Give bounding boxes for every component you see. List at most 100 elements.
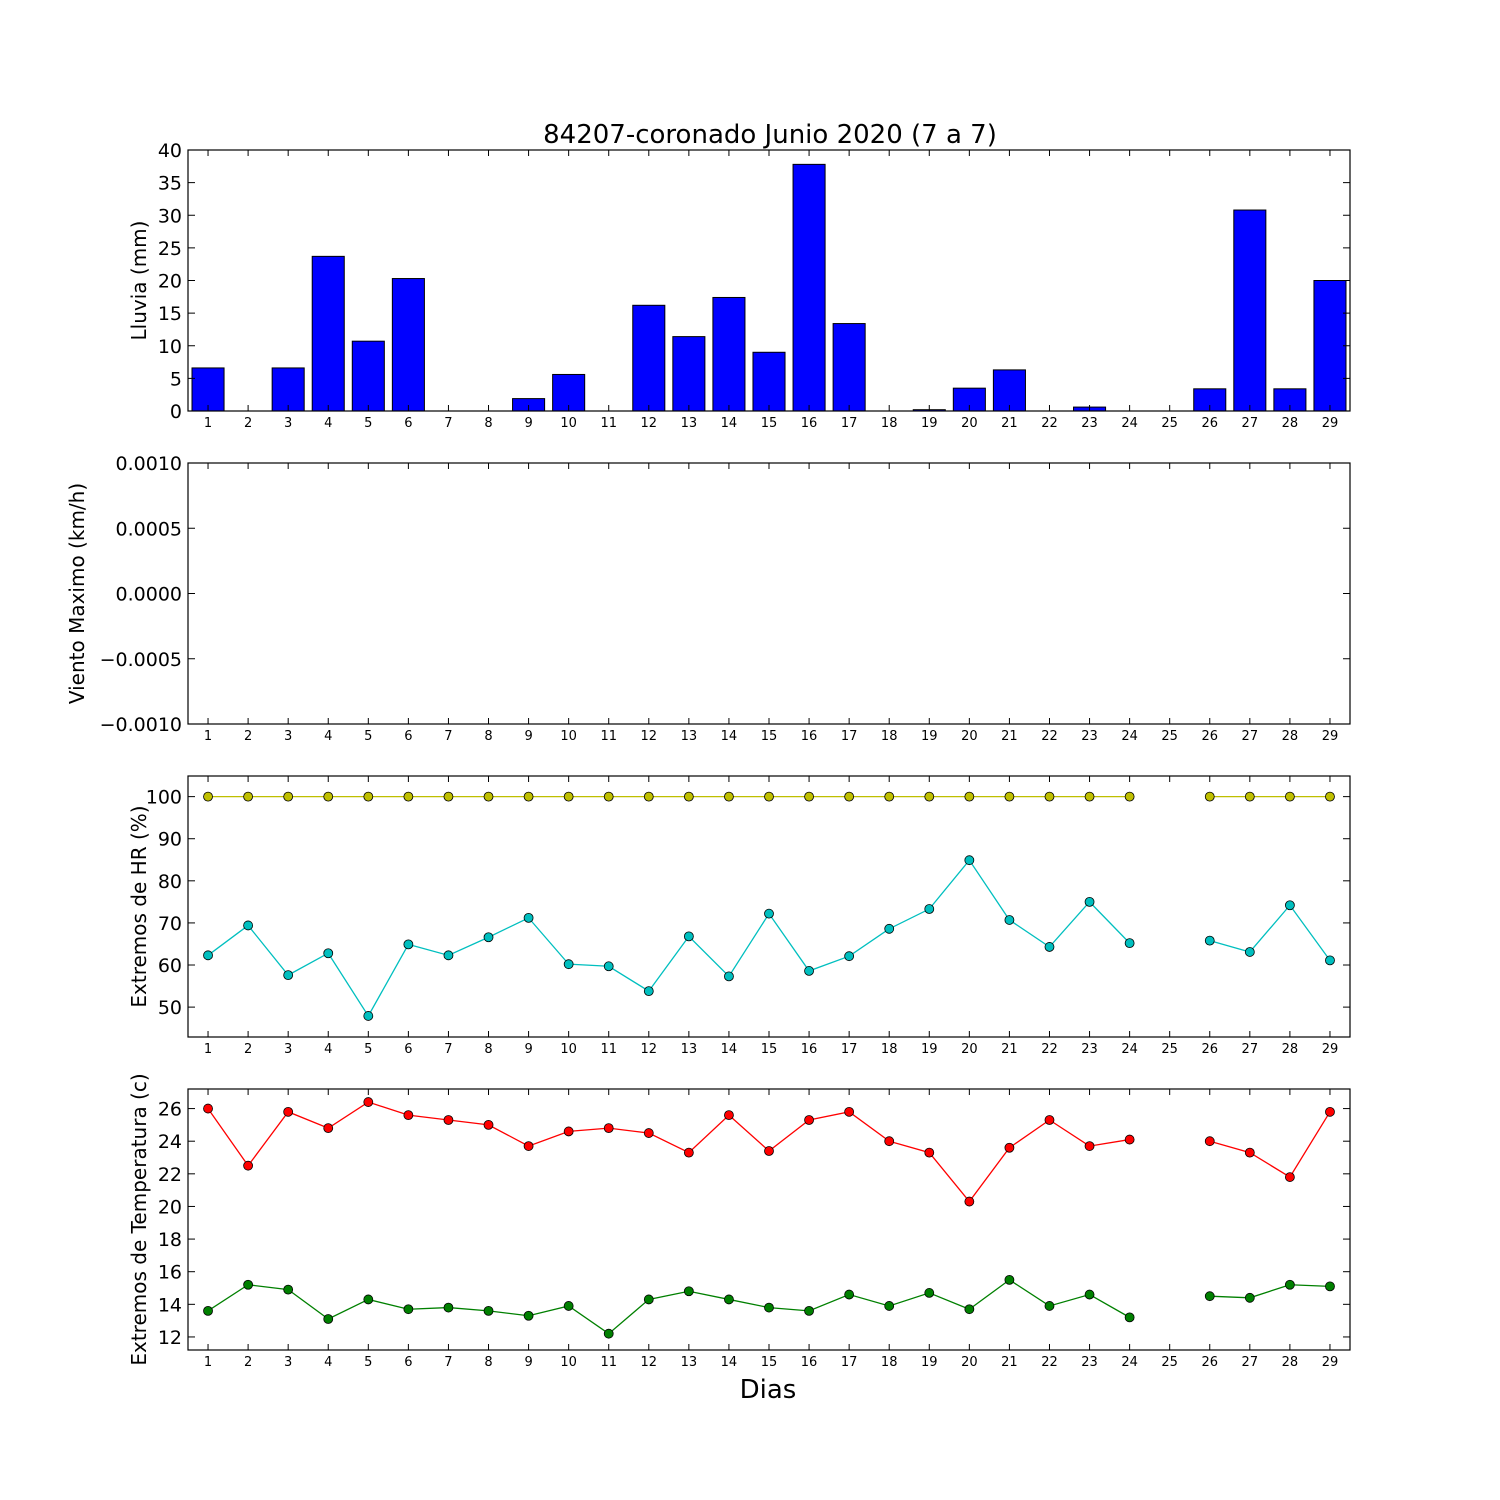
wind-xtick-label: 17 bbox=[841, 729, 858, 744]
temperature-xtick-label: 17 bbox=[841, 1355, 858, 1370]
humidity-xtick-label: 14 bbox=[721, 1042, 738, 1057]
bar-day-16 bbox=[792, 163, 826, 412]
rainfall-xtick-label: 14 bbox=[721, 416, 738, 431]
temperature-series-1-line-1 bbox=[1209, 1284, 1330, 1299]
humidity-series-1-line-0 bbox=[207, 859, 1131, 1018]
temperature-xtick-label: 23 bbox=[1081, 1355, 1098, 1370]
temperature-ytick-label: 12 bbox=[158, 1327, 182, 1349]
temperature-ytick-label: 14 bbox=[158, 1294, 182, 1316]
wind-xtick-label: 24 bbox=[1121, 729, 1138, 744]
humidity-series-1-point-day-22 bbox=[1044, 942, 1055, 952]
wind-xtick-label: 14 bbox=[721, 729, 738, 744]
bar-day-29 bbox=[1313, 280, 1347, 412]
temperature-xtick-label: 9 bbox=[524, 1355, 532, 1370]
bar-day-17 bbox=[832, 323, 866, 412]
temperature-series-1-point-day-3 bbox=[283, 1284, 294, 1295]
chart-title: 84207-coronado Junio 2020 (7 a 7) bbox=[543, 120, 997, 150]
temperature-xtick-label: 21 bbox=[1001, 1355, 1018, 1370]
temperature-series-1-point-day-10 bbox=[563, 1301, 574, 1311]
temperature-ytick-label: 16 bbox=[158, 1262, 182, 1284]
humidity-series-0-point-day-10 bbox=[563, 791, 574, 802]
wind-xtick-label: 1 bbox=[204, 729, 212, 744]
rainfall-xtick-label: 23 bbox=[1081, 416, 1098, 431]
temperature-series-0-line-0 bbox=[207, 1101, 1130, 1203]
bar-day-12 bbox=[632, 304, 666, 412]
bar-day-3 bbox=[271, 367, 305, 412]
humidity-series-0-point-day-14 bbox=[724, 791, 734, 802]
humidity-xtick-label: 4 bbox=[324, 1042, 332, 1057]
bar-day-4 bbox=[311, 255, 345, 412]
temperature-series-1-point-day-9 bbox=[523, 1310, 534, 1321]
temperature-series-0-point-day-13 bbox=[683, 1147, 694, 1158]
rainfall-xtick-label: 10 bbox=[560, 416, 577, 431]
humidity-xtick-label: 26 bbox=[1201, 1042, 1218, 1057]
temperature-series-1-point-day-6 bbox=[403, 1304, 414, 1315]
humidity-xtick-label: 10 bbox=[560, 1042, 577, 1057]
humidity-series-1-point-day-13 bbox=[683, 931, 694, 942]
rainfall-xtick-label: 12 bbox=[641, 416, 658, 431]
humidity-series-0-point-day-16 bbox=[804, 791, 814, 802]
rainfall-xtick-label: 9 bbox=[524, 416, 532, 431]
wind-xtick-label: 19 bbox=[921, 729, 938, 744]
humidity-series-0-point-day-15 bbox=[764, 791, 774, 802]
humidity-y-axis-label: Extremos de HR (%) bbox=[127, 805, 151, 1007]
humidity-ytick-label: 60 bbox=[158, 955, 182, 977]
humidity-series-1-point-day-19 bbox=[924, 904, 935, 914]
humidity-series-0-point-day-21 bbox=[1004, 791, 1015, 802]
humidity-series-1-point-day-5 bbox=[363, 1011, 374, 1021]
temperature-series-0-point-day-24 bbox=[1124, 1134, 1135, 1145]
humidity-xtick-label: 28 bbox=[1282, 1042, 1299, 1057]
humidity-xtick-label: 11 bbox=[600, 1042, 617, 1057]
rainfall-ytick-label: 5 bbox=[170, 368, 182, 390]
temperature-xtick-label: 12 bbox=[641, 1355, 658, 1370]
humidity-xtick-label: 21 bbox=[1001, 1042, 1018, 1057]
humidity-series-0-point-day-26 bbox=[1204, 791, 1215, 802]
temperature-series-0-point-day-17 bbox=[844, 1106, 855, 1117]
rainfall-xtick-label: 25 bbox=[1161, 416, 1178, 431]
humidity-series-0-point-day-19 bbox=[924, 791, 935, 802]
temperature-series-0-point-day-12 bbox=[643, 1128, 654, 1138]
humidity-series-1-point-day-16 bbox=[804, 966, 814, 976]
rainfall-ytick-label: 10 bbox=[158, 336, 182, 358]
rainfall-xtick-label: 6 bbox=[404, 416, 412, 431]
humidity-xtick-label: 6 bbox=[404, 1042, 412, 1057]
temperature-xtick-label: 3 bbox=[284, 1355, 292, 1370]
humidity-series-1-point-day-3 bbox=[283, 970, 294, 981]
temperature-series-0-point-day-18 bbox=[884, 1136, 895, 1147]
temperature-series-1-point-day-15 bbox=[764, 1302, 774, 1313]
humidity-series-0-point-day-12 bbox=[643, 791, 654, 802]
rainfall-ytick-label: 20 bbox=[158, 271, 182, 293]
humidity-series-1-point-day-20 bbox=[964, 855, 975, 866]
temperature-xtick-label: 14 bbox=[721, 1355, 738, 1370]
temperature-series-1-point-day-7 bbox=[443, 1302, 454, 1313]
humidity-series-0-point-day-5 bbox=[363, 791, 374, 802]
humidity-xtick-label: 13 bbox=[681, 1042, 698, 1057]
temperature-series-0-line-1 bbox=[1209, 1111, 1331, 1178]
rainfall-xtick-label: 19 bbox=[921, 416, 938, 431]
temperature-series-1-point-day-26 bbox=[1204, 1291, 1215, 1302]
humidity-xtick-label: 3 bbox=[284, 1042, 292, 1057]
humidity-series-0-point-day-9 bbox=[523, 791, 534, 802]
humidity-series-1-point-day-10 bbox=[563, 959, 574, 970]
humidity-xtick-label: 25 bbox=[1161, 1042, 1178, 1057]
rainfall-xtick-label: 27 bbox=[1242, 416, 1259, 431]
bar-day-13 bbox=[672, 336, 706, 412]
temperature-series-0-point-day-9 bbox=[523, 1141, 534, 1151]
humidity-series-1-point-day-21 bbox=[1004, 915, 1015, 925]
temperature-series-1-point-day-8 bbox=[483, 1305, 494, 1316]
temperature-series-1-point-day-13 bbox=[683, 1286, 694, 1297]
temperature-series-0-point-day-2 bbox=[243, 1160, 254, 1171]
humidity-series-1-line-1 bbox=[1209, 904, 1331, 961]
temperature-series-1-point-day-1 bbox=[203, 1305, 213, 1316]
wind-xtick-label: 23 bbox=[1081, 729, 1098, 744]
rainfall-xtick-label: 1 bbox=[204, 416, 212, 431]
temperature-xtick-label: 19 bbox=[921, 1355, 938, 1370]
humidity-series-1-point-day-7 bbox=[443, 950, 454, 961]
humidity-series-1-point-day-17 bbox=[844, 951, 855, 962]
temperature-xtick-label: 10 bbox=[560, 1355, 577, 1370]
rainfall-xtick-label: 18 bbox=[881, 416, 898, 431]
temperature-xtick-label: 29 bbox=[1322, 1355, 1339, 1370]
humidity-series-1-point-day-2 bbox=[243, 920, 254, 931]
temperature-series-0-point-day-26 bbox=[1204, 1136, 1215, 1147]
